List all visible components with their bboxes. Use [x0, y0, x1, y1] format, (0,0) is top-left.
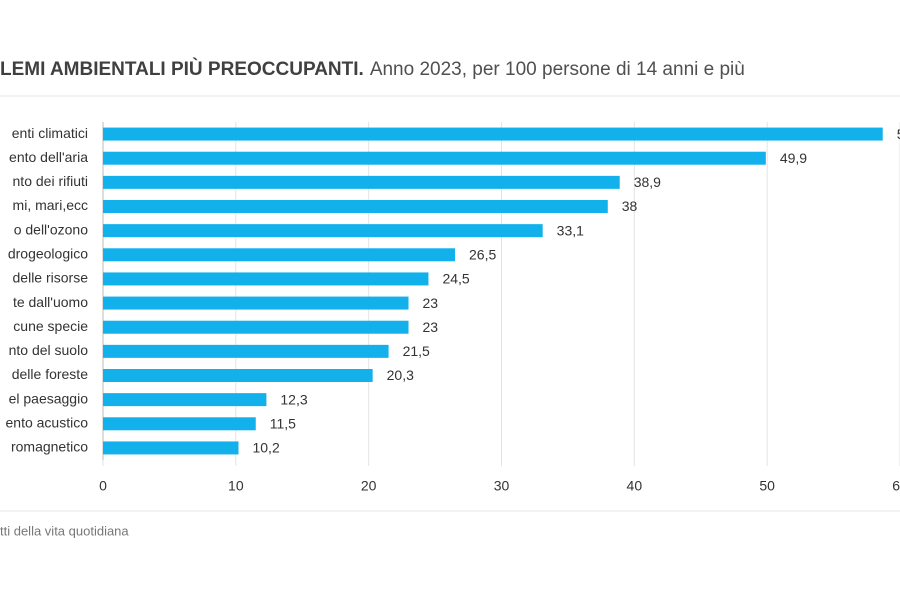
x-tick-label: 60 [892, 478, 900, 494]
y-tick-label: cune specie [13, 318, 88, 334]
y-tick-label: enti climatici [12, 125, 88, 141]
chart-heading: LEMI AMBIENTALI PIÙ PREOCCUPANTI. Anno 20… [0, 58, 745, 80]
chart-title: LEMI AMBIENTALI PIÙ PREOCCUPANTI. [0, 58, 364, 80]
value-label: 12,3 [280, 391, 307, 407]
bar [103, 151, 766, 165]
value-label: 11,5 [270, 415, 296, 431]
note: tti della vita quotidiana [0, 523, 129, 538]
y-tick-label: nto del suolo [9, 342, 89, 358]
y-tick-label: ento acustico [6, 414, 89, 430]
x-tick-label: 50 [759, 478, 775, 494]
value-label: 49,9 [780, 150, 807, 166]
bar [103, 224, 543, 238]
bar [103, 344, 389, 358]
value-label: 26,5 [469, 246, 496, 262]
bar [103, 248, 456, 262]
value-label: 33,1 [557, 222, 584, 238]
y-tick-label: delle risorse [13, 270, 89, 286]
bar [103, 127, 883, 141]
y-tick-label: mi, mari,ecc [13, 197, 88, 213]
y-tick-label: o dell'ozono [14, 221, 89, 237]
x-tick-label: 30 [494, 478, 510, 494]
value-label: 38 [622, 198, 638, 214]
bar [103, 272, 429, 286]
bar [103, 296, 409, 310]
x-tick-label: 10 [228, 478, 244, 494]
x-tick-label: 40 [627, 478, 643, 494]
value-label: 38,9 [634, 174, 661, 190]
bar [103, 369, 373, 382]
bar [103, 175, 620, 189]
y-tick-label: delle foreste [12, 366, 88, 382]
y-tick-label: el paesaggio [9, 390, 89, 406]
value-label: 20,3 [387, 367, 414, 383]
bar [103, 320, 409, 334]
x-tick-label: 0 [99, 478, 107, 494]
bar [103, 441, 239, 455]
y-tick-label: te dall'uomo [13, 294, 88, 310]
bar [103, 200, 608, 213]
x-tick-label: 20 [361, 478, 377, 494]
y-tick-label: nto dei rifiuti [13, 173, 88, 189]
value-label: 58,7 [897, 126, 900, 142]
value-label: 23 [423, 319, 439, 335]
y-tick-label: romagnetico [11, 439, 88, 455]
value-label: 10,2 [252, 440, 279, 456]
bar [103, 393, 267, 407]
y-tick-label: drogeologico [8, 245, 88, 261]
value-label: 24,5 [442, 271, 469, 287]
chart-subtitle: Anno 2023, per 100 persone di 14 anni e … [370, 59, 745, 80]
value-label: 23 [423, 295, 439, 311]
y-tick-label: ento dell'aria [9, 149, 88, 165]
value-label: 21,5 [403, 343, 430, 359]
bar [103, 417, 256, 431]
